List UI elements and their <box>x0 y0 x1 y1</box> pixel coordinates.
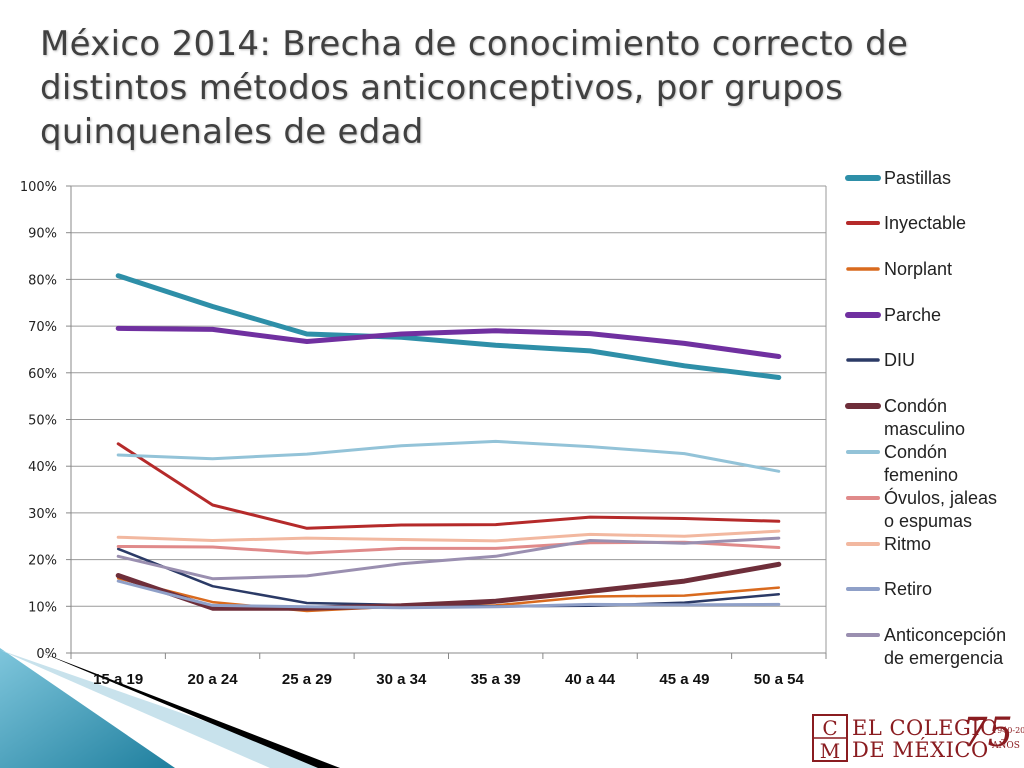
legend-label: Norplant <box>884 259 952 279</box>
y-tick-label: 100% <box>20 180 57 195</box>
legend-label: femenino <box>884 465 958 485</box>
series-line-parche <box>115 325 782 359</box>
legend-label: Ritmo <box>884 534 931 554</box>
x-axis-ticks: 15 a 19 20 a 24 25 a 29 30 a 34 35 a 39 40 a … <box>93 671 804 688</box>
series-line-ritmo <box>116 529 781 543</box>
logo-anios: AÑOS <box>992 741 1020 751</box>
y-tick-label: 0% <box>36 647 57 662</box>
x-tick-label: 35 a 39 <box>471 671 521 688</box>
x-tick-label: 40 a 44 <box>565 671 616 688</box>
series-line-anticoncepcion <box>116 536 781 581</box>
y-tick-label: 60% <box>28 367 57 382</box>
slide-title: México 2014: Brecha de conocimiento corr… <box>40 24 909 152</box>
y-tick-label: 40% <box>28 460 57 475</box>
y-tick-label: 10% <box>28 600 57 615</box>
x-tick-label: 30 a 34 <box>376 671 427 688</box>
series-line-pastillas <box>115 273 782 380</box>
logo-75: 75 <box>962 710 1013 756</box>
legend-label: de emergencia <box>884 648 1004 668</box>
logo-line1: EL COLEGIO <box>852 716 998 740</box>
x-tick-label: 45 a 49 <box>659 671 709 688</box>
legend-label: Pastillas <box>884 168 951 188</box>
legend-label: masculino <box>884 419 965 439</box>
x-tick-label: 15 a 19 <box>93 671 143 688</box>
y-tick-label: 80% <box>28 273 57 288</box>
logo-emblem: C M <box>812 714 848 762</box>
y-axis-ticks: 0% 10% 20% 30% 40% 50% 60% 70% 80% 90% 100% <box>20 180 57 662</box>
legend-label: Inyectable <box>884 213 966 233</box>
corner-teal-triangle <box>0 648 175 768</box>
logo-years: 1940-2015 <box>992 726 1024 735</box>
logo-line2: DE MÉXICO <box>852 738 989 762</box>
chart-legend: Pastillas Inyectable Norplant Parche DIU Cond… <box>845 168 1006 668</box>
legend-label: Retiro <box>884 579 932 599</box>
corner-black-stripe <box>40 652 340 768</box>
svg-text:C: C <box>822 716 837 740</box>
chart-series <box>115 273 782 613</box>
colegio-de-mexico-logo: C M EL COLEGIO DE MÉXICO 75 1940-2015 AÑ… <box>812 710 1024 762</box>
legend-label: o espumas <box>884 511 972 531</box>
legend-label: Anticoncepción <box>884 625 1006 645</box>
slide-decoration <box>0 648 340 768</box>
legend-label: DIU <box>884 350 915 370</box>
y-tick-label: 30% <box>28 507 57 522</box>
x-tick-label: 50 a 54 <box>754 671 805 688</box>
legend-label: Condón <box>884 396 947 416</box>
x-tick-label: 25 a 29 <box>282 671 332 688</box>
chart-gridlines <box>66 185 827 659</box>
x-tick-label: 20 a 24 <box>188 671 239 688</box>
series-line-retiro <box>116 579 781 610</box>
series-line-inyectable <box>116 442 781 530</box>
series-line-condon_masculino <box>115 561 782 611</box>
y-tick-label: 90% <box>28 227 57 242</box>
svg-text:M: M <box>820 739 840 762</box>
legend-label: Condón <box>884 442 947 462</box>
legend-label: Parche <box>884 305 941 325</box>
y-tick-label: 50% <box>28 414 57 429</box>
legend-label: Óvulos, jaleas <box>884 487 997 508</box>
y-tick-label: 70% <box>28 320 57 335</box>
series-line-condon_femenino <box>116 439 781 473</box>
y-tick-label: 20% <box>28 554 57 569</box>
